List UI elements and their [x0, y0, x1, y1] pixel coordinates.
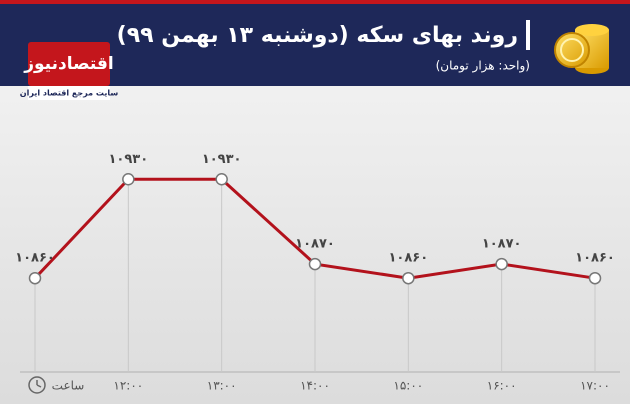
x-tick-label: ۱۴:۰۰ — [300, 379, 330, 393]
logo-tagline: سایت مرجع اقتصاد ایران — [20, 89, 119, 98]
logo-tagline-box — [28, 86, 110, 100]
x-tick-label: ۱۳:۰۰ — [207, 379, 237, 393]
logo-text: اقتصادنیوز — [23, 54, 114, 74]
data-label: ۱۰۹۳۰ — [108, 152, 148, 167]
top-stripe — [0, 0, 630, 4]
data-label: ۱۰۸۶۰ — [15, 251, 55, 266]
x-tick-label: ۱۷:۰۰ — [580, 379, 610, 393]
chart-subtitle: (واحد: هزار تومان) — [436, 59, 530, 74]
data-point — [215, 173, 228, 186]
data-label: ۱۰۸۶۰ — [388, 251, 428, 266]
data-point — [122, 173, 135, 186]
clock-icon — [28, 376, 46, 394]
logo — [28, 42, 110, 86]
chart-title: روند بهای سکه (دوشنبه ۱۳ بهمن ۹۹) — [117, 23, 518, 48]
data-label: ۱۰۸۷۰ — [295, 237, 335, 252]
data-label: ۱۰۸۶۰ — [575, 251, 615, 266]
data-point — [588, 271, 602, 285]
title-bar — [526, 20, 530, 50]
coins-icon — [554, 24, 609, 74]
x-tick-label: ۱۵:۰۰ — [393, 379, 423, 393]
data-label: ۱۰۹۳۰ — [202, 152, 242, 167]
x-tick-label: ۱۲:۰۰ — [113, 379, 143, 393]
data-point — [495, 257, 508, 271]
data-point — [28, 271, 42, 285]
data-point — [402, 271, 415, 285]
data-label: ۱۰۸۷۰ — [482, 237, 522, 252]
x-axis-label: ساعت — [52, 379, 85, 393]
x-tick-label: ۱۶:۰۰ — [487, 379, 517, 393]
data-point — [308, 257, 322, 271]
